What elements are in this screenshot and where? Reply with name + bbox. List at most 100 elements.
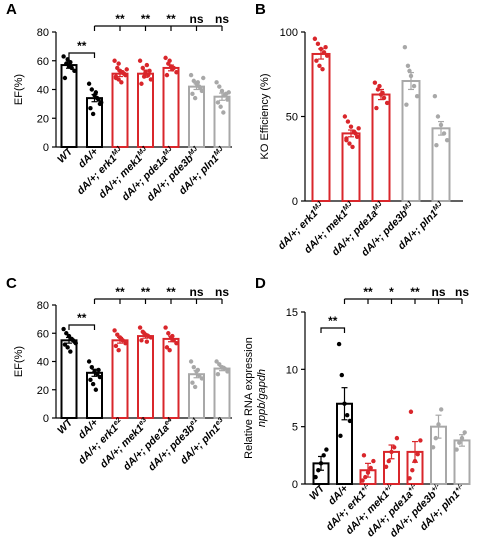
data-point: [86, 359, 92, 364]
data-point: [139, 338, 144, 343]
x-tick-label-sup: +/-: [454, 482, 465, 493]
data-point: [164, 72, 170, 78]
data-point: [174, 340, 179, 346]
x-tick-label-sup: e3: [138, 417, 149, 428]
data-point: [61, 326, 66, 332]
significance-label: ns: [431, 285, 445, 299]
y-tick-label: 0: [292, 196, 298, 208]
significance-label: **: [363, 285, 373, 299]
data-point: [214, 359, 219, 364]
y-tick-label: 60: [37, 56, 49, 68]
data-point: [314, 58, 319, 63]
data-point: [408, 409, 414, 414]
bar: [137, 335, 154, 420]
data-point: [86, 81, 92, 86]
data-point: [375, 87, 381, 92]
y-tick-label: 15: [286, 307, 298, 319]
significance-label: **: [410, 285, 420, 299]
data-point: [197, 373, 202, 378]
data-point: [411, 83, 417, 89]
data-point: [144, 339, 150, 344]
data-point: [383, 464, 389, 469]
y-tick-label: 40: [37, 85, 49, 97]
data-point: [96, 97, 101, 102]
significance-label: **: [141, 12, 151, 26]
data-point: [392, 445, 397, 450]
data-point: [221, 110, 226, 115]
bar: [111, 72, 129, 148]
panel-letter: B: [255, 1, 266, 18]
data-point: [418, 438, 423, 443]
significance-label: ns: [455, 285, 469, 299]
data-point: [65, 57, 70, 62]
data-point: [88, 105, 93, 111]
data-point: [191, 78, 196, 84]
data-point: [137, 325, 143, 330]
data-point: [73, 340, 78, 346]
significance-label: **: [115, 285, 125, 299]
data-point: [90, 111, 96, 117]
x-tick-label-sup: e1: [189, 417, 200, 428]
data-point: [462, 430, 467, 435]
data-point: [188, 72, 194, 78]
data-point: [320, 66, 325, 72]
x-tick-label-sup: e2: [112, 417, 123, 428]
data-point: [64, 331, 69, 336]
data-point: [324, 53, 330, 58]
data-point: [65, 345, 70, 350]
data-point: [414, 94, 420, 99]
data-point: [201, 75, 206, 81]
y-tick-label: 40: [37, 357, 49, 369]
data-point: [225, 369, 230, 374]
significance-label: **: [166, 12, 176, 26]
data-point: [377, 83, 382, 89]
data-point: [137, 58, 143, 63]
data-point: [68, 349, 73, 354]
data-point: [163, 55, 168, 61]
data-point: [404, 102, 409, 107]
data-point: [342, 114, 348, 119]
significance-label: ns: [189, 12, 203, 26]
data-point: [97, 374, 103, 380]
data-point: [139, 81, 144, 86]
data-point: [315, 41, 321, 47]
bar: [311, 52, 331, 202]
y-tick-label: 0: [43, 413, 49, 425]
bar: [188, 373, 205, 419]
data-point: [434, 143, 439, 148]
data-point: [317, 63, 322, 68]
panel-letter: C: [6, 275, 17, 292]
bar: [111, 339, 129, 419]
data-point: [350, 144, 355, 150]
bar: [162, 66, 180, 148]
data-point: [394, 435, 400, 441]
bar: [371, 93, 391, 202]
data-point: [64, 61, 69, 66]
data-point: [215, 100, 221, 105]
data-point: [432, 94, 438, 99]
data-point: [457, 440, 462, 445]
y-axis-label: KO Efficiency (%): [259, 74, 271, 160]
data-point: [190, 91, 195, 97]
y-tick-label: 20: [37, 113, 49, 125]
data-point: [386, 458, 391, 464]
data-point: [115, 65, 120, 71]
data-point: [190, 380, 195, 385]
data-point: [121, 71, 127, 76]
significance-bracket: [68, 324, 96, 330]
data-point: [368, 465, 373, 471]
data-point: [113, 343, 119, 349]
data-point: [405, 63, 411, 68]
data-point: [313, 474, 318, 480]
data-point: [89, 364, 95, 370]
data-point: [353, 131, 358, 136]
data-point: [415, 451, 420, 457]
data-point: [116, 61, 121, 66]
data-point: [166, 331, 171, 336]
bar: [188, 85, 205, 148]
significance-label: **: [77, 39, 87, 53]
data-point: [345, 413, 350, 418]
